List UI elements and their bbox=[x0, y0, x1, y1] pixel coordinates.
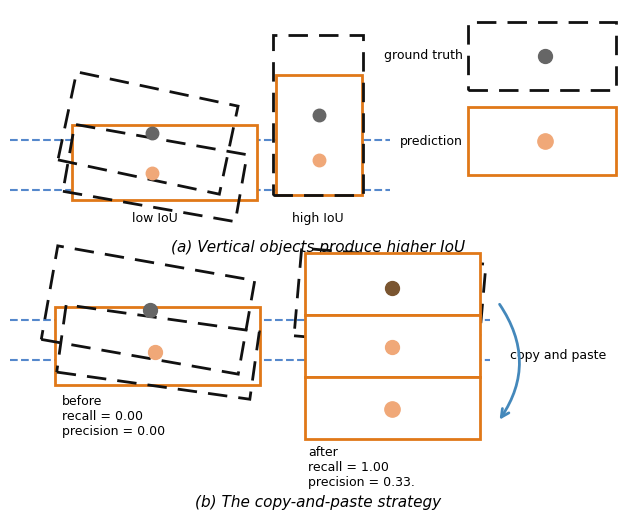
Bar bbox=[305, 377, 480, 439]
Text: (a) Vertical objects produce higher IoU: (a) Vertical objects produce higher IoU bbox=[171, 240, 465, 255]
Bar bbox=[72, 125, 257, 200]
Bar bbox=[305, 253, 480, 315]
Bar bbox=[276, 75, 362, 195]
Bar bbox=[468, 107, 616, 175]
Bar bbox=[55, 307, 260, 385]
Text: recall = 0.00: recall = 0.00 bbox=[62, 410, 143, 423]
Text: recall = 1.00: recall = 1.00 bbox=[308, 461, 389, 474]
Text: copy and paste: copy and paste bbox=[510, 349, 606, 361]
Bar bbox=[305, 315, 480, 377]
Text: low IoU: low IoU bbox=[132, 212, 178, 225]
Text: precision = 0.00: precision = 0.00 bbox=[62, 425, 165, 438]
Text: ground truth: ground truth bbox=[384, 49, 463, 63]
Text: prediction: prediction bbox=[400, 135, 463, 147]
Text: precision = 0.33.: precision = 0.33. bbox=[308, 476, 415, 489]
Text: before: before bbox=[62, 395, 102, 408]
Text: high IoU: high IoU bbox=[292, 212, 344, 225]
FancyArrowPatch shape bbox=[499, 304, 520, 417]
Text: (b) The copy-and-paste strategy: (b) The copy-and-paste strategy bbox=[195, 495, 441, 510]
Bar bbox=[468, 22, 616, 90]
Text: after: after bbox=[308, 446, 338, 459]
